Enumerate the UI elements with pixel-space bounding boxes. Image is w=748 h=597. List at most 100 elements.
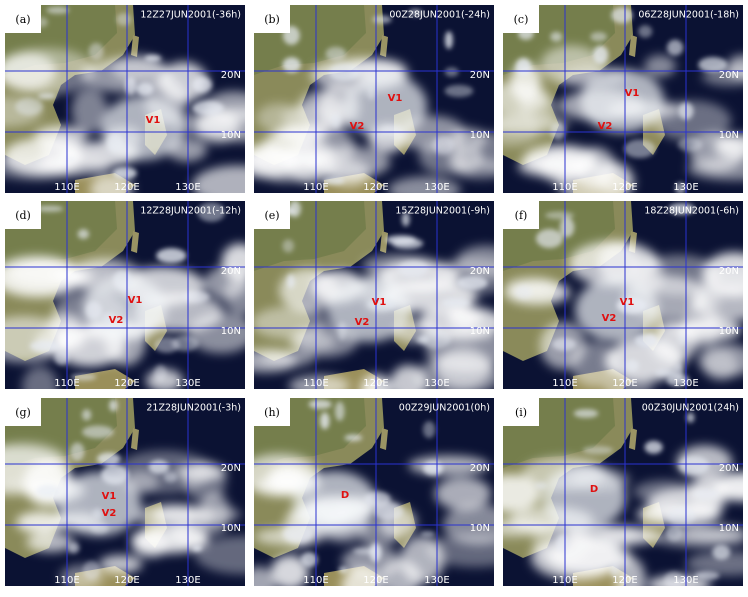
lon-label: 120E: [114, 575, 139, 586]
cloud: [22, 366, 58, 389]
cloud: [456, 245, 494, 279]
cloud: [415, 335, 430, 344]
lon-label: 130E: [175, 378, 200, 389]
cloud: [638, 25, 653, 38]
lon-label: 110E: [552, 575, 577, 586]
cloud: [353, 547, 380, 555]
panel-label: (g): [15, 406, 31, 419]
cloud: [423, 461, 443, 476]
cloud: [550, 122, 566, 140]
lon-label: 130E: [424, 575, 449, 586]
lon-label: 110E: [54, 182, 79, 193]
cloud: [327, 278, 411, 342]
cloud: [611, 7, 633, 24]
cloud: [523, 144, 598, 174]
cloud: [615, 556, 646, 586]
cloud: [64, 156, 77, 163]
lon-label: 110E: [54, 575, 79, 586]
panel: 20N 10N 110E 120E 130E (a) 12Z27JUN2001(-36h) V…: [5, 5, 245, 193]
cloud: [515, 58, 532, 76]
lon-label: 130E: [673, 182, 698, 193]
cloud: [694, 571, 720, 580]
cloud: [288, 375, 350, 389]
cloud: [623, 139, 656, 159]
cloud: [197, 202, 226, 222]
cloud: [286, 274, 296, 289]
panel: 20N 10N 110E 120E 130E (d) 12Z28JUN2001(-12h) V…: [5, 201, 245, 389]
vortex-label: V1: [102, 491, 117, 502]
cloud: [691, 286, 743, 321]
cloud: [144, 54, 162, 62]
lon-label: 110E: [303, 182, 328, 193]
cloud: [96, 452, 121, 466]
label-box: [5, 5, 41, 33]
cloud: [644, 440, 663, 454]
cloud: [293, 471, 377, 535]
land: [380, 35, 388, 57]
panel: 20N 10N 110E 120E 130E (h) 00Z29JUN2001(0h) D: [254, 398, 494, 586]
cloud: [425, 533, 494, 568]
cloud: [552, 337, 577, 351]
cloud: [70, 373, 97, 381]
clouds: [29, 202, 226, 382]
cloud: [282, 239, 295, 253]
cloud: [109, 399, 118, 412]
cloud: [46, 6, 70, 14]
lat-label: 20N: [221, 463, 241, 474]
lon-label: 120E: [612, 575, 637, 586]
lat-label: 10N: [221, 326, 241, 337]
panel-label: (d): [15, 209, 31, 222]
lon-label: 110E: [552, 182, 577, 193]
label-box: [503, 201, 539, 229]
cloud: [320, 412, 330, 430]
cloud: [308, 399, 332, 409]
panel-label: (c): [514, 13, 529, 26]
cloud: [367, 85, 376, 100]
cloud: [665, 525, 683, 542]
cloud: [36, 205, 64, 212]
cloud: [503, 474, 541, 513]
cloud: [597, 240, 640, 284]
lon-label: 130E: [175, 575, 200, 586]
panel-label: (b): [264, 13, 280, 26]
lon-label: 120E: [363, 378, 388, 389]
cloud: [54, 349, 70, 366]
cloud: [372, 15, 392, 24]
clouds: [515, 202, 695, 387]
cloud: [673, 362, 684, 381]
lat-label: 10N: [470, 523, 490, 534]
cloud: [387, 176, 461, 193]
label-box: [254, 398, 290, 426]
cloud: [270, 554, 309, 586]
cloud: [112, 166, 137, 180]
lat-label: 10N: [470, 326, 490, 337]
cloud: [182, 290, 210, 303]
lat-label: 20N: [470, 463, 490, 474]
cloud: [420, 329, 451, 349]
cloud: [444, 84, 474, 98]
cloud: [282, 57, 301, 73]
lon-label: 130E: [673, 575, 698, 586]
label-box: [5, 201, 41, 229]
cloud: [668, 202, 695, 215]
vortex-label: V1: [388, 93, 403, 104]
label-box: [254, 5, 290, 33]
cloud: [422, 421, 436, 439]
cloud: [254, 306, 328, 340]
cloud: [197, 106, 245, 142]
cloud: [136, 82, 154, 96]
cloud: [686, 551, 743, 576]
cloud: [254, 135, 322, 183]
cloud: [580, 69, 664, 133]
panel: 20N 10N 110E 120E 130E (f) 18Z28JUN2001(-6h) V1…: [503, 201, 743, 389]
cloud: [331, 113, 341, 129]
vortex-label: V2: [109, 315, 124, 326]
lon-label: 130E: [673, 378, 698, 389]
vortex-label: D: [590, 484, 598, 495]
lat-label: 10N: [719, 326, 739, 337]
vortex-label: V1: [620, 297, 635, 308]
lat-label: 20N: [719, 266, 739, 277]
lat-label: 10N: [470, 130, 490, 141]
cloud: [102, 311, 117, 325]
cloud: [575, 278, 659, 342]
